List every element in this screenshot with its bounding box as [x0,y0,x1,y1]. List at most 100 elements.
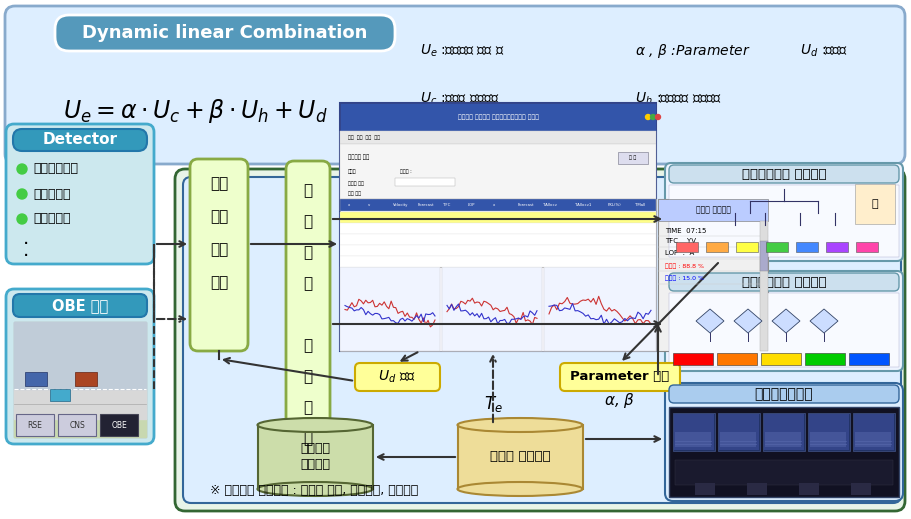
FancyBboxPatch shape [855,432,891,447]
FancyBboxPatch shape [665,271,903,371]
FancyBboxPatch shape [808,413,850,451]
Circle shape [17,189,27,199]
FancyBboxPatch shape [457,425,582,489]
FancyBboxPatch shape [16,414,54,436]
FancyBboxPatch shape [706,242,728,252]
FancyBboxPatch shape [851,483,871,495]
FancyBboxPatch shape [676,242,698,252]
Polygon shape [772,309,800,333]
FancyBboxPatch shape [809,414,849,450]
FancyBboxPatch shape [855,184,895,224]
FancyBboxPatch shape [849,353,889,365]
FancyBboxPatch shape [799,483,819,495]
FancyBboxPatch shape [183,177,901,503]
FancyBboxPatch shape [761,353,801,365]
Text: RSE: RSE [27,420,43,430]
FancyBboxPatch shape [618,152,648,164]
FancyBboxPatch shape [75,372,97,386]
FancyBboxPatch shape [673,353,713,365]
Text: 교통정보: 교통정보 [300,443,330,456]
FancyBboxPatch shape [826,242,848,252]
FancyBboxPatch shape [720,432,756,447]
FancyBboxPatch shape [669,293,899,367]
FancyBboxPatch shape [340,103,656,131]
FancyBboxPatch shape [853,413,895,451]
Text: Forecast: Forecast [418,203,435,207]
Text: 반: 반 [303,277,312,292]
Text: OBE 차량: OBE 차량 [52,298,108,313]
Text: 개선율 : 15.0 %: 개선율 : 15.0 % [665,275,704,281]
FancyBboxPatch shape [658,199,768,351]
FancyBboxPatch shape [658,199,768,221]
FancyBboxPatch shape [719,414,759,450]
Text: 분석구간 설정: 분석구간 설정 [348,154,369,160]
FancyBboxPatch shape [6,124,154,264]
FancyBboxPatch shape [190,159,248,351]
Polygon shape [810,309,838,333]
FancyBboxPatch shape [340,131,656,144]
Text: 체계: 체계 [210,276,228,291]
Text: 패턴수준판단 알고리즘: 패턴수준판단 알고리즘 [742,276,826,289]
FancyBboxPatch shape [340,234,656,245]
FancyBboxPatch shape [100,414,138,436]
Circle shape [650,115,656,119]
FancyBboxPatch shape [25,372,47,386]
Text: 실시간 교통정보: 실시간 교통정보 [490,450,550,463]
FancyBboxPatch shape [13,129,147,151]
FancyBboxPatch shape [258,425,373,489]
Text: ※ 패턴모형 분류기준 : 검지기 유형, 도로유형, 소통상황: ※ 패턴모형 분류기준 : 검지기 유형, 도로유형, 소통상황 [210,485,418,498]
FancyBboxPatch shape [674,414,714,450]
Text: 레이더검지기: 레이더검지기 [33,162,78,175]
Text: $U_e$ :통행속도 산정 값: $U_e$ :통행속도 산정 값 [420,43,505,59]
FancyBboxPatch shape [340,144,656,199]
FancyBboxPatch shape [14,322,146,437]
FancyBboxPatch shape [340,199,656,211]
Circle shape [17,214,27,224]
Text: OBE: OBE [111,420,127,430]
FancyBboxPatch shape [669,385,899,403]
Text: 이력자료: 이력자료 [300,458,330,471]
FancyBboxPatch shape [669,185,899,257]
Text: 가공: 가공 [210,242,228,257]
Text: x: x [493,203,496,207]
FancyBboxPatch shape [760,221,768,351]
Text: 루프검지기: 루프검지기 [33,212,70,225]
FancyBboxPatch shape [286,161,330,471]
FancyBboxPatch shape [854,414,894,450]
Text: 소통상황판단 알고리즘: 소통상황판단 알고리즘 [742,168,826,181]
FancyBboxPatch shape [442,267,542,351]
FancyBboxPatch shape [6,289,154,444]
Text: $U_d$ :보정값: $U_d$ :보정값 [800,43,848,59]
Text: ·: · [23,235,29,253]
Ellipse shape [258,482,373,496]
FancyBboxPatch shape [747,483,767,495]
FancyBboxPatch shape [355,363,440,391]
FancyBboxPatch shape [856,242,878,252]
Text: Velocity: Velocity [393,203,408,207]
FancyBboxPatch shape [675,460,893,485]
Text: v: v [368,203,370,207]
FancyBboxPatch shape [665,163,903,261]
Polygon shape [734,309,762,333]
Text: 지식기반 정보가공 알고리즘관리시스템 개략도: 지식기반 정보가공 알고리즘관리시스템 개략도 [457,114,538,120]
Text: 검 색: 검 색 [630,156,637,160]
Text: 파일  편집  보기  통계: 파일 편집 보기 통계 [348,135,380,141]
FancyBboxPatch shape [675,432,711,447]
Circle shape [646,115,650,119]
FancyBboxPatch shape [669,407,899,497]
Text: LOP  :  A: LOP : A [665,250,694,256]
FancyBboxPatch shape [718,413,760,451]
FancyBboxPatch shape [340,245,656,256]
FancyBboxPatch shape [560,363,680,391]
Text: $U_h$ :과거이력 통행속도: $U_h$ :과거이력 통행속도 [635,91,722,107]
Text: 지: 지 [303,184,312,198]
FancyBboxPatch shape [764,414,804,450]
FancyBboxPatch shape [695,483,715,495]
FancyBboxPatch shape [58,414,96,436]
Text: $U_d$ 보정: $U_d$ 보정 [378,369,416,385]
FancyBboxPatch shape [765,432,801,447]
Text: 발: 발 [303,431,312,446]
Text: 모: 모 [303,338,312,353]
Text: x: x [348,203,350,207]
Text: CNS: CNS [69,420,85,430]
